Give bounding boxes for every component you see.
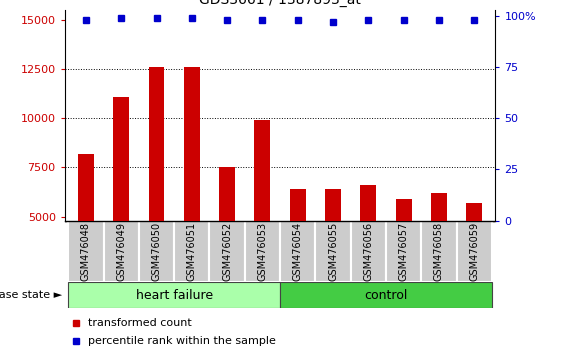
Text: GSM476058: GSM476058 [434,222,444,281]
Bar [386,221,421,282]
Bar [280,221,315,282]
Text: GSM476050: GSM476050 [151,222,162,281]
Text: GSM476049: GSM476049 [116,222,126,281]
Bar [280,282,492,308]
Bar [457,221,492,282]
Text: GSM476059: GSM476059 [469,222,479,281]
Title: GDS3661 / 1387893_at: GDS3661 / 1387893_at [199,0,361,7]
Bar [184,67,200,221]
Bar [360,185,376,221]
Text: control: control [364,289,408,302]
Bar [139,221,174,282]
Bar [431,193,447,221]
Bar [113,97,129,221]
Bar [325,189,341,221]
Bar [245,221,280,282]
Text: GSM476053: GSM476053 [257,222,267,281]
Text: GSM476056: GSM476056 [363,222,373,281]
Bar [466,203,482,221]
Text: GSM476052: GSM476052 [222,222,232,281]
Bar [149,67,164,221]
Text: GSM476048: GSM476048 [81,222,91,281]
Bar [351,221,386,282]
Bar [290,189,306,221]
Text: GSM476051: GSM476051 [187,222,197,281]
Text: GSM476055: GSM476055 [328,222,338,281]
Text: GSM476057: GSM476057 [399,222,409,281]
Bar [315,221,351,282]
Text: heart failure: heart failure [136,289,213,302]
Text: percentile rank within the sample: percentile rank within the sample [88,336,276,346]
Bar [396,199,412,221]
Bar [174,221,209,282]
Bar [104,221,139,282]
Bar [209,221,245,282]
Bar [68,221,104,282]
Text: disease state ►: disease state ► [0,290,62,300]
Bar [68,282,280,308]
Text: GSM476054: GSM476054 [293,222,303,281]
Bar [421,221,457,282]
Bar [219,167,235,221]
Bar [78,154,94,221]
Text: transformed count: transformed count [88,318,192,328]
Bar [254,120,270,221]
